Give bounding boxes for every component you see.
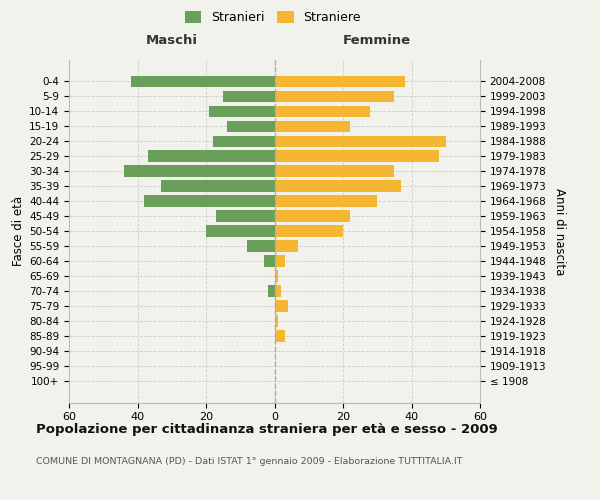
Bar — [275, 270, 278, 282]
Bar — [275, 150, 439, 162]
Text: Femmine: Femmine — [343, 34, 412, 48]
Bar — [145, 196, 275, 207]
Bar — [275, 256, 285, 267]
Bar — [264, 256, 275, 267]
Bar — [209, 106, 275, 117]
Bar — [275, 286, 281, 297]
Bar — [275, 316, 278, 327]
Bar — [275, 226, 343, 237]
Bar — [148, 150, 275, 162]
Bar — [275, 196, 377, 207]
Y-axis label: Anni di nascita: Anni di nascita — [553, 188, 566, 275]
Bar — [206, 226, 275, 237]
Text: Popolazione per cittadinanza straniera per età e sesso - 2009: Popolazione per cittadinanza straniera p… — [36, 422, 498, 436]
Bar — [275, 180, 401, 192]
Bar — [124, 166, 275, 177]
Legend: Stranieri, Straniere: Stranieri, Straniere — [180, 6, 366, 29]
Bar — [275, 210, 350, 222]
Bar — [275, 76, 404, 88]
Text: Maschi: Maschi — [146, 34, 198, 48]
Bar — [247, 240, 275, 252]
Bar — [275, 166, 394, 177]
Bar — [161, 180, 275, 192]
Bar — [227, 120, 275, 132]
Y-axis label: Fasce di età: Fasce di età — [12, 196, 25, 266]
Bar — [131, 76, 275, 88]
Bar — [275, 136, 446, 147]
Bar — [223, 90, 275, 102]
Bar — [216, 210, 275, 222]
Bar — [213, 136, 275, 147]
Bar — [275, 120, 350, 132]
Bar — [275, 106, 370, 117]
Text: COMUNE DI MONTAGNANA (PD) - Dati ISTAT 1° gennaio 2009 - Elaborazione TUTTITALIA: COMUNE DI MONTAGNANA (PD) - Dati ISTAT 1… — [36, 458, 463, 466]
Bar — [275, 240, 298, 252]
Bar — [275, 90, 394, 102]
Bar — [275, 330, 285, 342]
Bar — [275, 300, 288, 312]
Bar — [268, 286, 275, 297]
